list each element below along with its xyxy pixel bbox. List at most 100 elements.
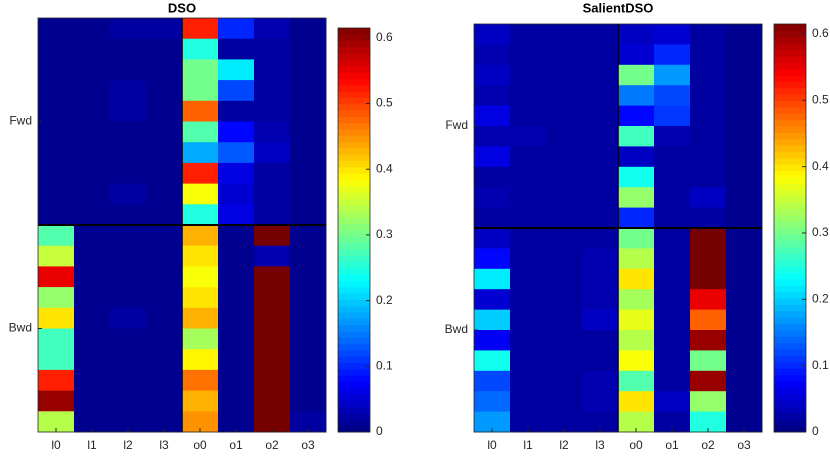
heatmap-cell — [546, 24, 583, 45]
heatmap-cell — [38, 411, 75, 433]
heatmap-cell — [726, 64, 763, 86]
colorbar-band — [338, 147, 370, 155]
colorbar-band — [774, 406, 806, 414]
colorbar-band — [774, 75, 806, 82]
colorbar-band — [774, 228, 806, 235]
heatmap-cell — [182, 142, 219, 164]
heatmap-cell — [218, 369, 255, 392]
heatmap-cell — [74, 287, 111, 309]
heatmap-cell — [726, 309, 763, 331]
heatmap-cell — [74, 266, 111, 288]
heatmap-cell — [546, 411, 583, 433]
heatmap-cell — [582, 391, 619, 413]
heatmap-cell — [38, 121, 75, 143]
heatmap-cell — [726, 289, 763, 311]
heatmap-cell — [510, 309, 547, 331]
heatmap-cell — [254, 411, 291, 433]
heatmap-cell — [182, 100, 219, 122]
heatmap-cell — [218, 18, 255, 40]
heatmap-cell — [110, 287, 147, 309]
heatmap-cell — [182, 121, 219, 143]
heatmap-cell — [38, 245, 75, 267]
heatmap-cell — [546, 350, 583, 372]
colorbar-band — [338, 261, 370, 269]
heatmap-cell — [546, 44, 583, 66]
heatmap-cell — [74, 121, 111, 143]
colorbar-band — [338, 267, 370, 275]
heatmap-cell — [254, 307, 291, 329]
heatmap-cell — [546, 370, 583, 392]
heatmap-cell — [74, 162, 111, 185]
heatmap-cell — [74, 390, 111, 412]
colorbar-tick-label: 0 — [376, 424, 383, 438]
heatmap-cell — [38, 225, 75, 247]
heatmap-cell — [474, 248, 511, 270]
colorbar-band — [338, 337, 370, 345]
heatmap-cell — [146, 59, 183, 81]
colorbar-band — [774, 393, 806, 401]
heatmap-cell — [218, 349, 255, 371]
colorbar-band — [338, 394, 370, 401]
heatmap-cell — [182, 328, 219, 350]
colorbar-band — [774, 113, 806, 121]
heatmap-cell — [290, 38, 327, 60]
chart-title: SalientDSO — [583, 0, 654, 15]
heatmap-cell — [74, 328, 111, 350]
plot-frame — [473, 23, 763, 433]
heatmap-cell — [546, 105, 583, 127]
colorbar-band — [338, 211, 370, 218]
heatmap-cell — [110, 245, 147, 267]
heatmap-cell — [510, 187, 547, 209]
heatmap-cell — [146, 183, 183, 205]
colorbar-band — [338, 343, 370, 351]
heatmap-cell — [146, 80, 183, 102]
heatmap-cell — [582, 309, 619, 331]
heatmap-cell — [546, 391, 583, 413]
heatmap-cell — [546, 146, 583, 168]
heatmap-cell — [618, 309, 655, 331]
heatmap-cell — [654, 309, 691, 331]
heatmap-cell — [254, 80, 291, 102]
heatmap-cell — [726, 207, 763, 229]
colorbar-band — [774, 349, 806, 356]
heatmap-cell — [726, 105, 763, 127]
heatmap-cell — [474, 309, 511, 331]
heatmap-cell — [74, 38, 111, 60]
x-tick-label: l3 — [595, 438, 605, 452]
heatmap-cell — [218, 142, 255, 164]
colorbar-band — [774, 381, 806, 388]
colorbar-band — [774, 177, 806, 184]
colorbar-band — [338, 72, 370, 79]
heatmap-cell — [510, 85, 547, 107]
heatmap-cell — [510, 44, 547, 66]
heatmap-cell — [618, 268, 655, 290]
heatmap-cell — [546, 289, 583, 311]
heatmap-cell — [290, 100, 327, 122]
heatmap-cell — [474, 330, 511, 351]
heatmap-cell — [182, 18, 219, 40]
heatmap-cell — [110, 18, 147, 40]
heatmap-cell — [474, 166, 511, 188]
heatmap-cell — [146, 142, 183, 164]
heatmap-cell — [510, 248, 547, 270]
heatmap-cell — [726, 350, 763, 372]
y-tick-label: Bwd — [445, 322, 468, 336]
colorbar-band — [774, 183, 806, 191]
heatmap-cell — [618, 248, 655, 270]
colorbar-band — [338, 349, 370, 357]
heatmap-cell — [74, 204, 111, 226]
colorbar-band — [774, 164, 806, 172]
heatmap-cell — [618, 289, 655, 311]
heatmap-cell — [474, 228, 511, 249]
heatmap-cell — [218, 121, 255, 143]
heatmap-cell — [110, 80, 147, 102]
heatmap-cell — [38, 369, 75, 392]
heatmap-cell — [290, 390, 327, 412]
heatmap-cell — [474, 289, 511, 311]
heatmap-cell — [654, 207, 691, 229]
heatmap-cell — [254, 390, 291, 412]
x-tick-label: l1 — [87, 438, 97, 452]
heatmap-cell — [218, 411, 255, 433]
heatmap-cell — [690, 248, 727, 270]
